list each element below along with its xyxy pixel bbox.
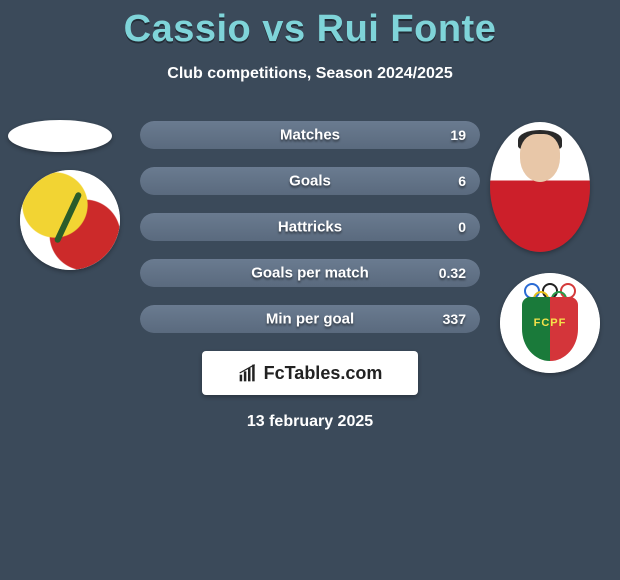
stat-value-right: 337 [443,311,466,327]
stat-row: Hattricks 0 [140,213,480,241]
stat-row: Matches 19 [140,121,480,149]
stat-label: Matches [280,127,340,144]
stat-row: Min per goal 337 [140,305,480,333]
stat-label: Goals [289,173,331,190]
brand-text: FcTables.com [264,363,383,384]
leixoes-logo-icon [20,170,120,270]
stat-label: Goals per match [251,265,369,282]
stat-value-right: 6 [458,173,466,189]
chart-bars-icon [238,363,258,383]
stat-label: Min per goal [266,311,354,328]
club-right-logo: FCPF [500,273,600,373]
stat-label: Hattricks [278,219,342,236]
stat-value-right: 0.32 [439,265,466,281]
stat-row: Goals 6 [140,167,480,195]
footer-date: 13 february 2025 [0,413,620,431]
stat-row: Goals per match 0.32 [140,259,480,287]
pacos-ferreira-logo-icon: FCPF [500,273,600,373]
club-left-logo [20,170,120,270]
page-title: Cassio vs Rui Fonte [0,0,620,51]
brand-badge[interactable]: FcTables.com [202,351,418,395]
page-subtitle: Club competitions, Season 2024/2025 [0,65,620,83]
stat-value-right: 19 [450,127,466,143]
stat-value-right: 0 [458,219,466,235]
player-left-avatar [8,120,112,152]
player-right-avatar [490,122,590,252]
stats-list: Matches 19 Goals 6 Hattricks 0 Goals per match… [140,121,480,333]
